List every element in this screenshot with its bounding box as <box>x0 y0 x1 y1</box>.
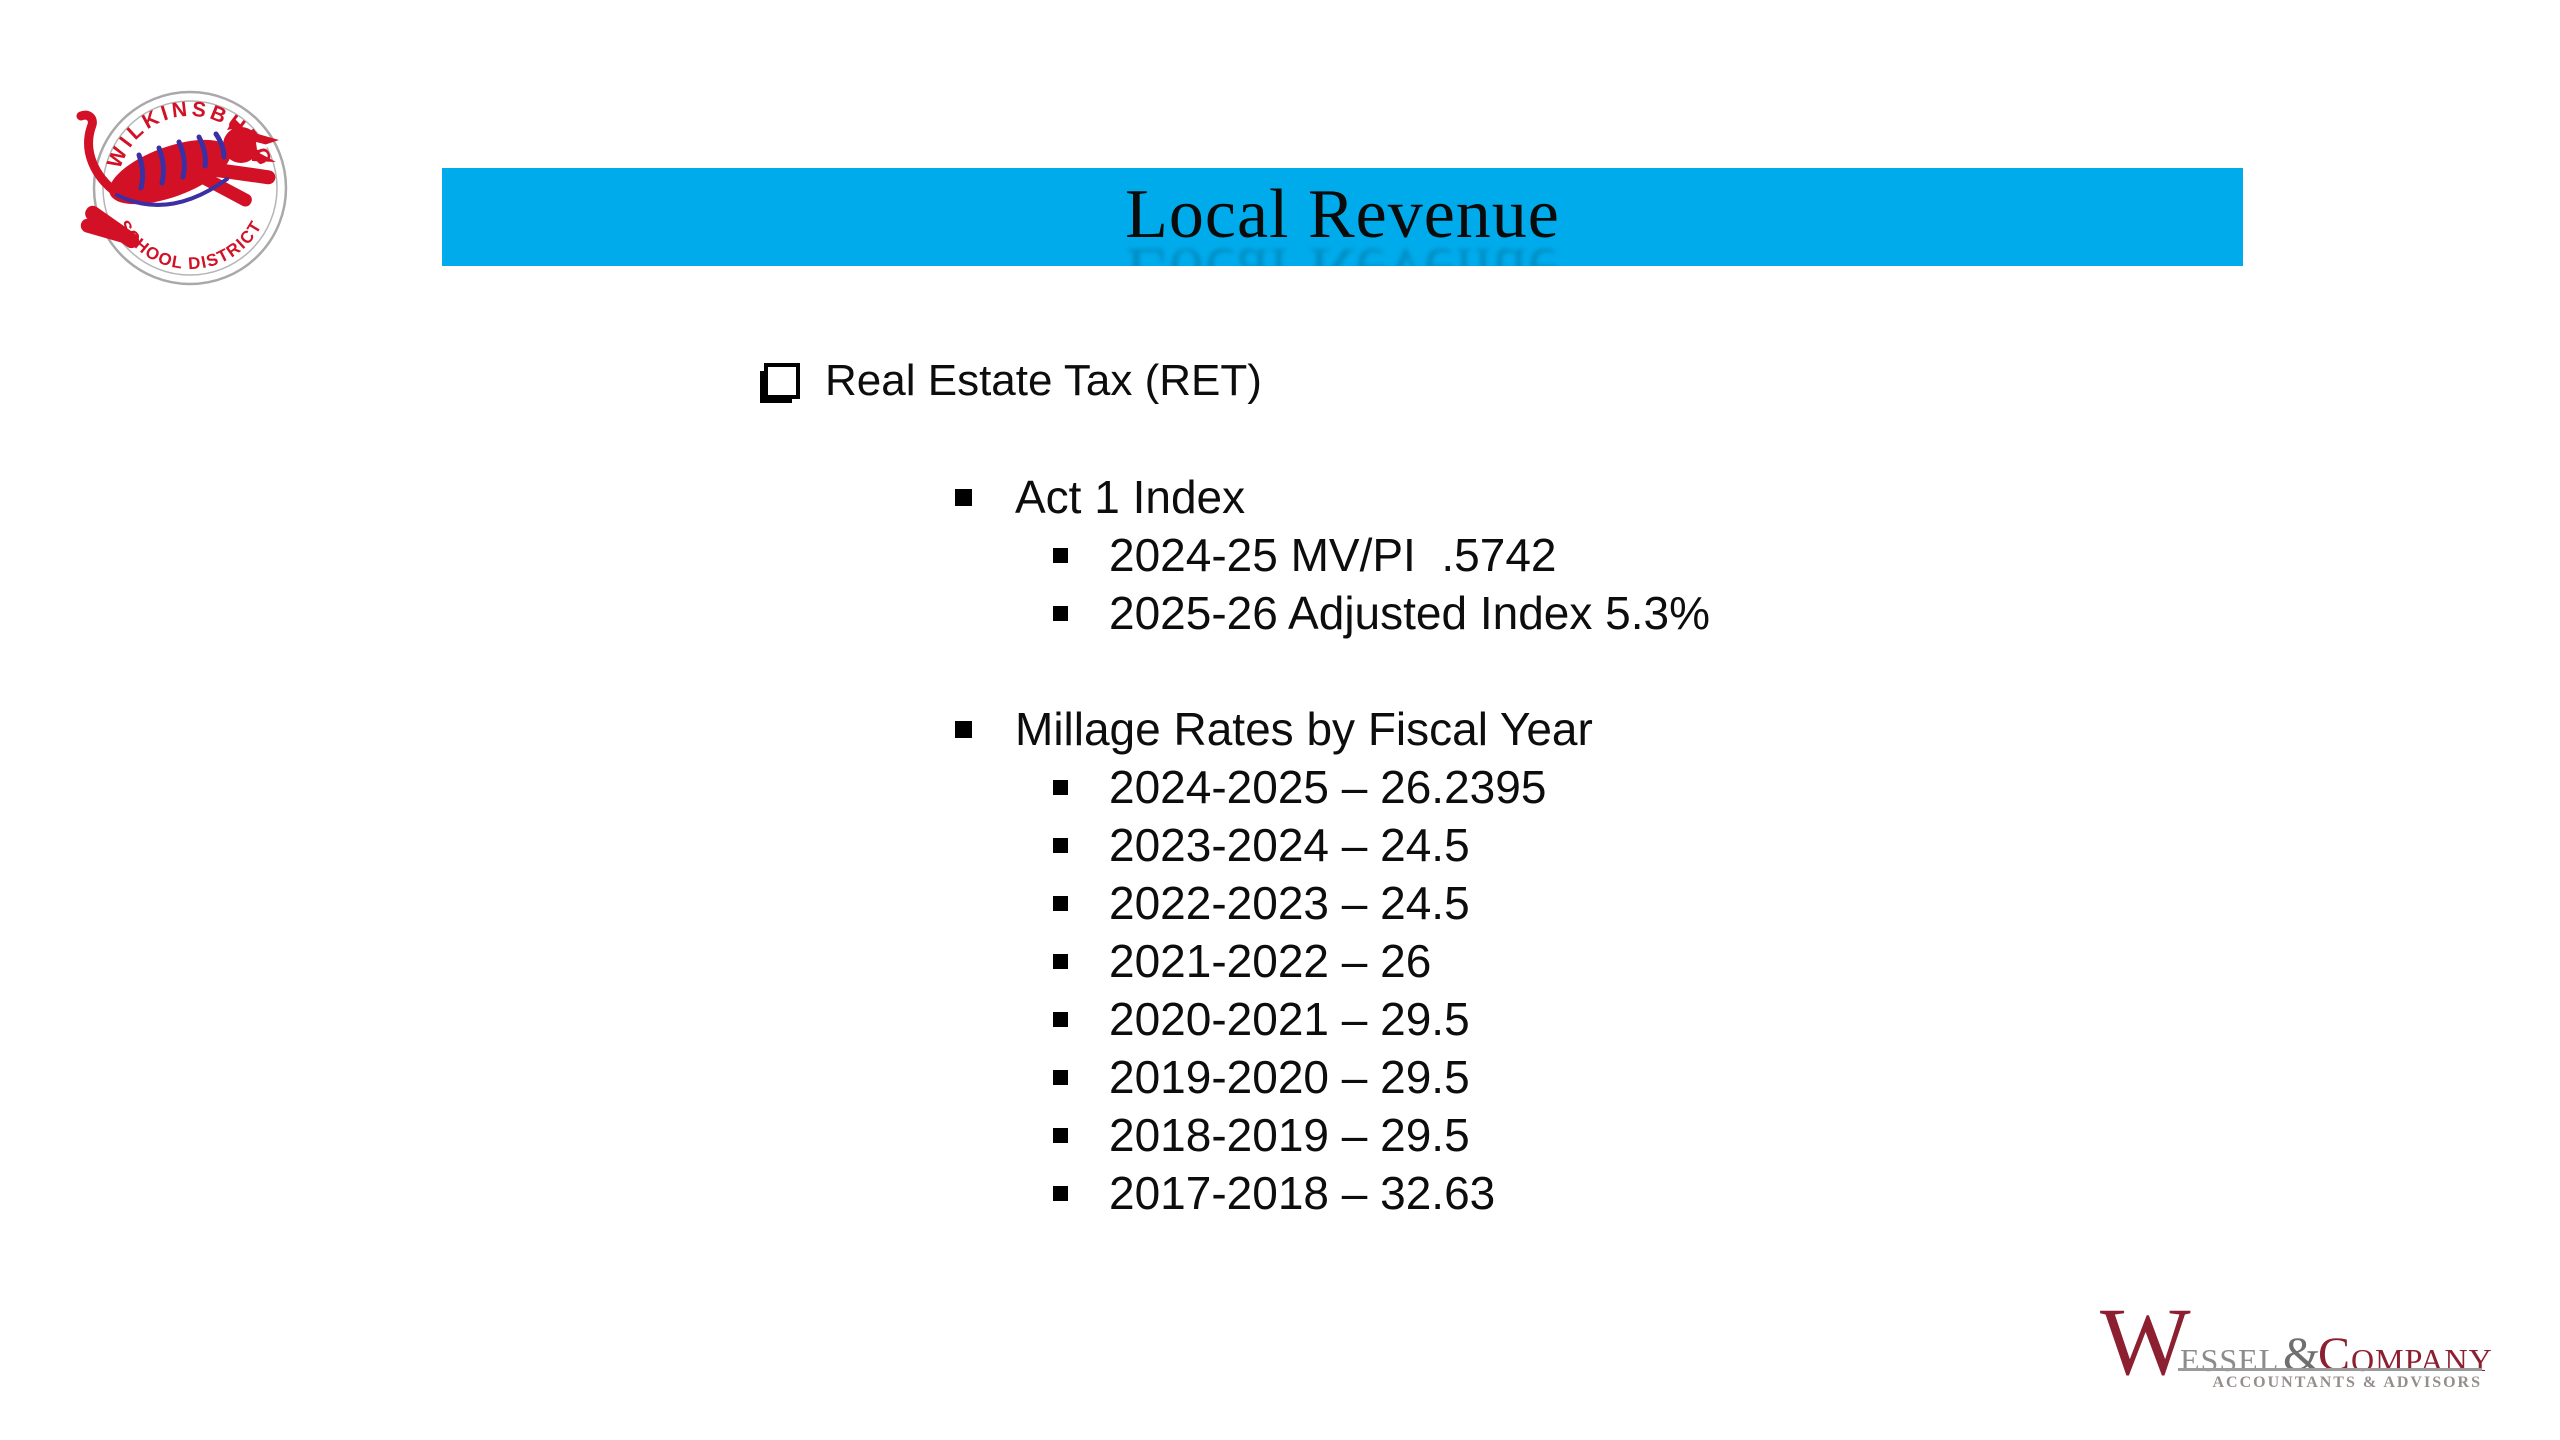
firm-logo: W ESSEL & C OMPANY ACCOUNTANTS & ADVISOR… <box>2100 1294 2492 1394</box>
bullet-text: 2020-2021 – 29.5 <box>1109 993 1470 1045</box>
tiger-icon <box>76 110 279 249</box>
bullet-text: 2019-2020 – 29.5 <box>1109 1051 1470 1103</box>
bullet-text: Real Estate Tax (RET) <box>825 356 1262 405</box>
bullet-line-millage-2021-2022: 2021-2022 – 26 <box>764 932 2164 990</box>
firm-logo-tagline: ACCOUNTANTS & ADVISORS <box>2212 1374 2482 1391</box>
bullet-text: 2022-2023 – 24.5 <box>1109 877 1470 929</box>
bullet-line-real-estate-tax: Real Estate Tax (RET) <box>764 352 2164 410</box>
square-bullet-icon <box>1053 547 1068 563</box>
bullet-line-millage-2019-2020: 2019-2020 – 29.5 <box>764 1048 2164 1106</box>
square-bullet-icon <box>1053 1069 1068 1085</box>
bullet-text: 2021-2022 – 26 <box>1109 935 1432 987</box>
bullet-line-act1-heading: Act 1 Index <box>764 468 2164 526</box>
bullet-text: 2024-25 MV/PI .5742 <box>1109 529 1557 581</box>
firm-logo-ampersand: & <box>2283 1328 2321 1381</box>
firm-logo-rule <box>2178 1368 2482 1371</box>
bullet-text: Millage Rates by Fiscal Year <box>1015 703 1593 755</box>
square-bullet-icon <box>1053 1011 1068 1027</box>
shadowed-square-bullet-icon <box>764 363 800 399</box>
bullet-text: 2025-26 Adjusted Index 5.3% <box>1109 587 1711 639</box>
square-bullet-icon <box>1053 779 1068 795</box>
bullet-text: 2018-2019 – 29.5 <box>1109 1109 1470 1161</box>
square-bullet-icon <box>1053 895 1068 911</box>
square-bullet-icon <box>1053 605 1068 621</box>
bullet-line-millage-2022-2023: 2022-2023 – 24.5 <box>764 874 2164 932</box>
firm-logo-initial-c: C <box>2318 1328 2351 1381</box>
bullet-text: 2017-2018 – 32.63 <box>1109 1167 1496 1219</box>
slide-body: Real Estate Tax (RET) Act 1 Index 2024-2… <box>764 352 2164 1222</box>
square-bullet-icon <box>955 488 972 506</box>
square-bullet-icon <box>1053 953 1068 969</box>
bullet-line-millage-heading: Millage Rates by Fiscal Year <box>764 700 2164 758</box>
bullet-text: Act 1 Index <box>1015 471 1246 523</box>
bullet-text: 2024-2025 – 26.2395 <box>1109 761 1547 813</box>
bullet-text: 2023-2024 – 24.5 <box>1109 819 1470 871</box>
square-bullet-icon <box>955 720 972 738</box>
bullet-line-adjusted-index: 2025-26 Adjusted Index 5.3% <box>764 584 2164 642</box>
bullet-line-millage-2024-2025: 2024-2025 – 26.2395 <box>764 758 2164 816</box>
logo-inner-ring <box>102 100 278 276</box>
bullet-line-millage-2023-2024: 2023-2024 – 24.5 <box>764 816 2164 874</box>
firm-logo-initial-w: W <box>2100 1288 2191 1395</box>
bullet-line-mvpi: 2024-25 MV/PI .5742 <box>764 526 2164 584</box>
district-logo: WILKINSBURG SCHOOL DISTRICT <box>55 75 295 290</box>
square-bullet-icon <box>1053 837 1068 853</box>
district-logo-graphic: WILKINSBURG SCHOOL DISTRICT <box>76 90 288 286</box>
square-bullet-icon <box>1053 1185 1068 1201</box>
bullet-line-millage-2018-2019: 2018-2019 – 29.5 <box>764 1106 2164 1164</box>
bullet-line-millage-2017-2018: 2017-2018 – 32.63 <box>764 1164 2164 1222</box>
title-banner: Local Revenue Local Revenue <box>442 168 2243 266</box>
square-bullet-icon <box>1053 1127 1068 1143</box>
firm-logo-ompany: OMPANY <box>2351 1342 2493 1378</box>
firm-logo-essel: ESSEL <box>2180 1342 2280 1378</box>
slide-title: Local Revenue <box>1125 176 1560 253</box>
bullet-line-millage-2020-2021: 2020-2021 – 29.5 <box>764 990 2164 1048</box>
